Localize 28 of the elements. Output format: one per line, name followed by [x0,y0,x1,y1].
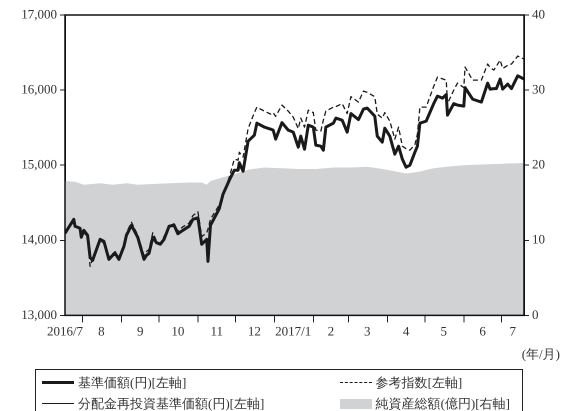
x-tick-label: 8 [98,324,105,339]
x-tick-label: 4 [402,324,410,339]
legend-label: 基準価額(円)[左軸] [78,374,186,392]
y-tick-label: 14,000 [21,232,57,247]
x-tick-label: 5 [440,324,447,339]
legend-label: 純資産総額(億円)[右軸] [376,394,510,411]
legend-label: 参考指数[左軸] [376,374,462,392]
x-tick-label: 9 [136,324,144,339]
y2-tick-label: 0 [532,306,538,322]
y2-tick-label: 30 [532,82,545,97]
x-tick-label: 6 [479,324,486,339]
x-tick-label: 10 [171,324,184,339]
x-tick-label: 7 [509,324,516,339]
y-tick-label: 16,000 [21,82,57,97]
y-tick-label: 13,000 [21,306,57,322]
x-tick-label: 3 [364,324,370,339]
y-tick-label: 17,000 [21,6,57,22]
y2-tick-label: 20 [532,156,545,172]
x-tick-label: 12 [248,324,261,339]
x-tick-label: 2 [328,324,334,339]
x-tick-label: 2017/1 [275,324,312,339]
y2-tick-label: 10 [532,232,545,247]
x-tick-label: 11 [210,324,224,339]
x-axis-title: (年/月) [522,346,560,362]
y-tick-label: 15,000 [21,156,57,172]
legend-label: 分配金再投資基準価額(円)[左軸] [78,394,264,411]
y2-tick-label: 40 [532,6,545,22]
x-tick-label: 2016/7 [46,324,84,339]
